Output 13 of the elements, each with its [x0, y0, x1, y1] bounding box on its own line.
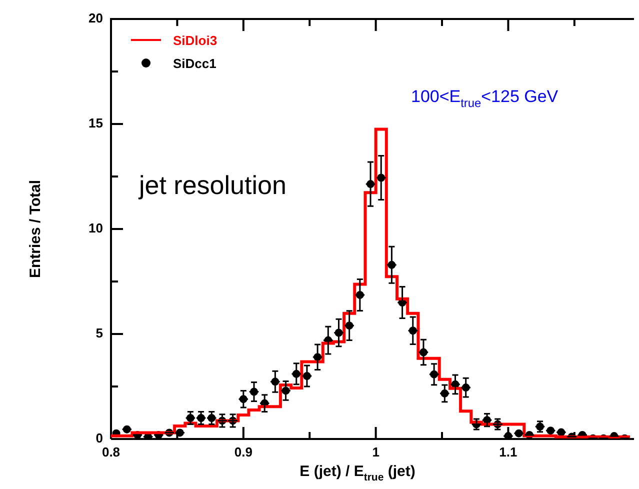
- x-tick-label: 0.8: [102, 444, 120, 460]
- y-tick-label: 0: [96, 430, 103, 446]
- x-tick-label: 0.9: [234, 444, 252, 460]
- y-tick-label: 10: [88, 220, 103, 236]
- annotation: jet resolution: [138, 170, 286, 200]
- x-tick-label: 1.1: [499, 444, 518, 460]
- y-tick-label: 15: [88, 116, 103, 131]
- legend-label: SiDloi3: [173, 33, 218, 48]
- y-tick-label: 5: [96, 326, 103, 341]
- x-tick-label: 1: [372, 444, 380, 460]
- y-axis-title: Entries / Total: [27, 180, 44, 278]
- y-tick-label: 20: [88, 10, 103, 26]
- legend-label: SiDcc1: [173, 56, 216, 71]
